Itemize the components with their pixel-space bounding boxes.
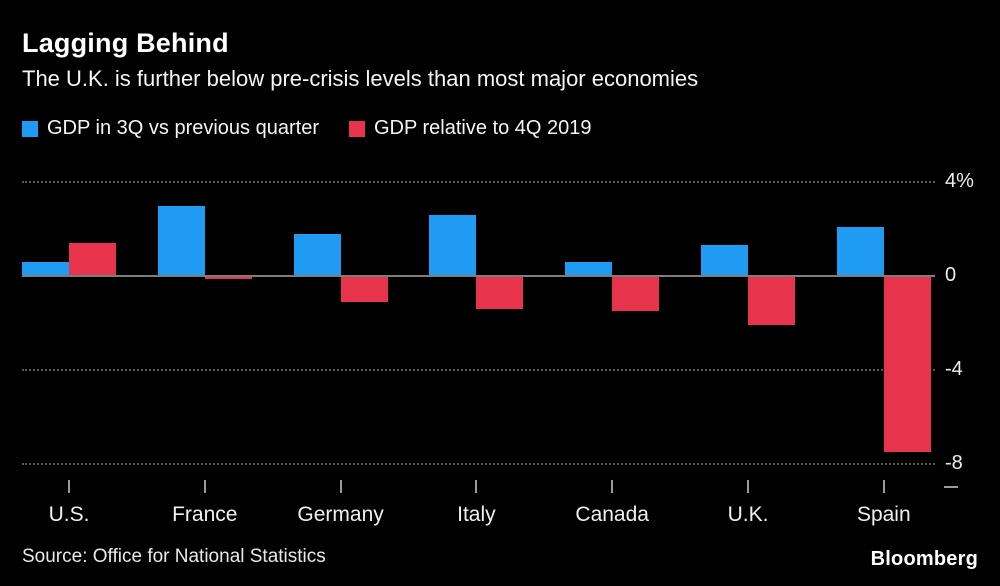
x-axis-label: U.K. bbox=[727, 503, 769, 526]
x-axis-tick bbox=[747, 480, 749, 493]
legend-swatch-blue-icon bbox=[22, 120, 38, 137]
bar-red-germany bbox=[340, 276, 388, 302]
bar-red-italy bbox=[476, 276, 524, 309]
bar-blue-us bbox=[22, 261, 69, 276]
bar-blue-germany bbox=[293, 233, 341, 276]
bar-blue-italy bbox=[429, 214, 477, 276]
gridline bbox=[22, 369, 935, 371]
chart-subtitle: The U.K. is further below pre-crisis lev… bbox=[22, 66, 699, 91]
legend-item-gdp-vs-4q2019: GDP relative to 4Q 2019 bbox=[348, 117, 592, 140]
y-axis-label: -8 bbox=[945, 452, 963, 474]
axis-end-tick bbox=[944, 486, 958, 488]
bar-blue-france bbox=[157, 205, 205, 276]
x-axis-label: France bbox=[172, 503, 238, 526]
legend: GDP in 3Q vs previous quarter GDP relati… bbox=[22, 117, 592, 140]
bar-blue-uk bbox=[701, 245, 748, 276]
legend-swatch-red-icon bbox=[348, 120, 365, 137]
x-axis-tick bbox=[882, 480, 885, 493]
gridline bbox=[22, 181, 935, 183]
x-axis-tick bbox=[339, 480, 342, 493]
gridline bbox=[22, 463, 935, 465]
bar-red-spain bbox=[883, 276, 931, 453]
x-axis-tick bbox=[203, 480, 206, 493]
x-axis-tick bbox=[68, 480, 70, 493]
x-axis-label: Spain bbox=[856, 503, 911, 526]
bar-red-france bbox=[204, 276, 252, 279]
legend-label: GDP relative to 4Q 2019 bbox=[373, 117, 592, 139]
x-axis-label: Canada bbox=[575, 503, 649, 526]
zero-line bbox=[22, 275, 935, 277]
chart-title: Lagging Behind bbox=[22, 28, 229, 58]
x-axis-tick bbox=[611, 480, 614, 493]
y-axis-label: 4% bbox=[945, 170, 974, 192]
y-axis-label: 0 bbox=[945, 264, 957, 286]
source-text: Source: Office for National Statistics bbox=[22, 546, 326, 567]
bar-red-us bbox=[69, 243, 116, 276]
bar-blue-canada bbox=[565, 261, 613, 276]
bar-red-uk bbox=[748, 276, 795, 326]
x-axis-label: U.S. bbox=[48, 503, 90, 526]
y-axis-label: -4 bbox=[945, 358, 963, 380]
x-axis-label: Germany bbox=[297, 503, 384, 526]
bar-blue-spain bbox=[836, 226, 884, 276]
bar-red-canada bbox=[612, 276, 660, 312]
x-axis-label: Italy bbox=[457, 503, 496, 526]
legend-label: GDP in 3Q vs previous quarter bbox=[47, 117, 319, 139]
x-axis-tick bbox=[475, 480, 478, 493]
legend-item-gdp-3q: GDP in 3Q vs previous quarter bbox=[22, 117, 319, 140]
bloomberg-logo: Bloomberg bbox=[870, 548, 978, 570]
